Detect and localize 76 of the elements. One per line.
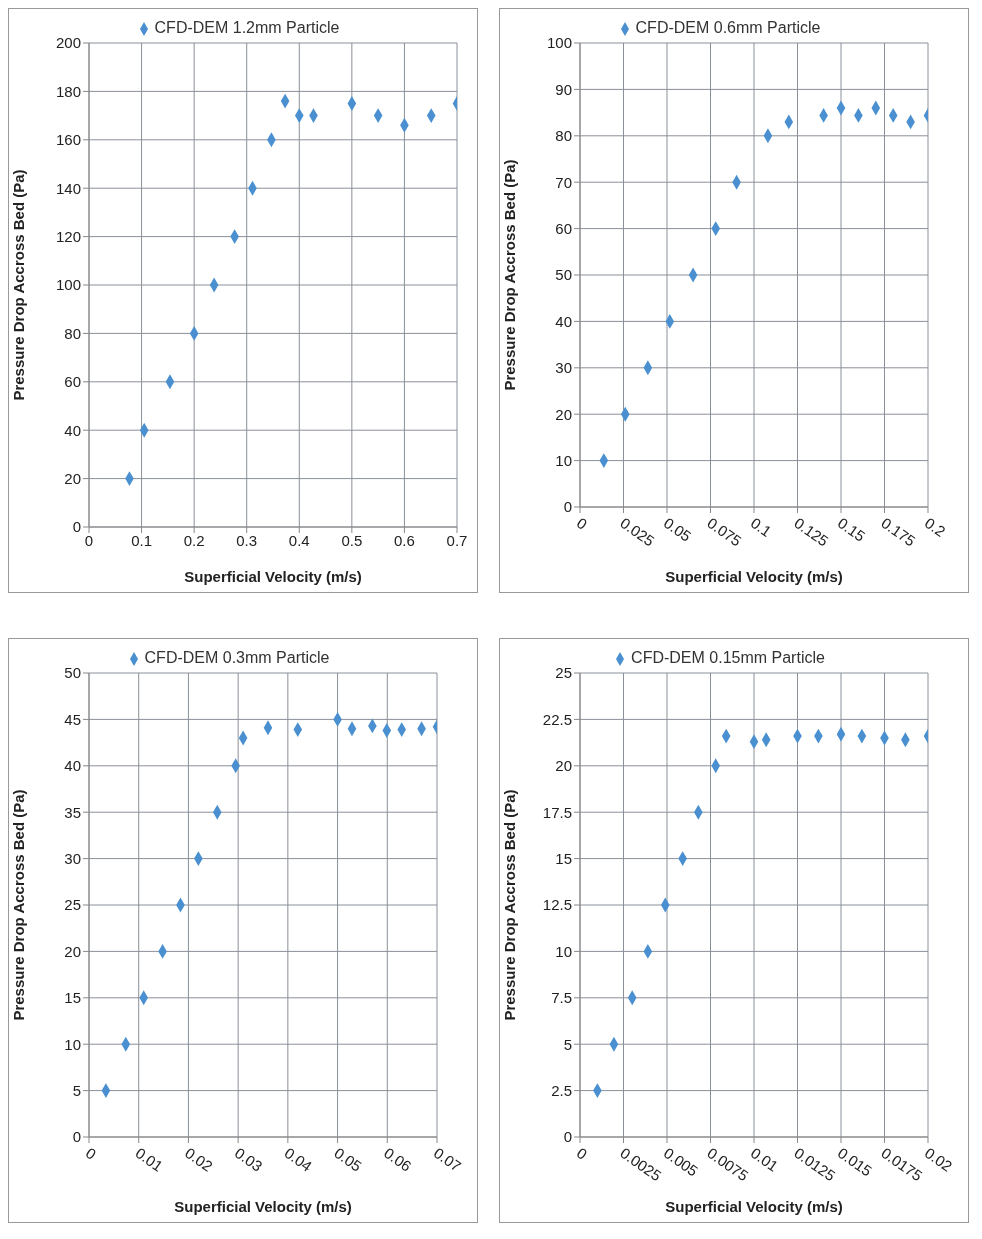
x-tick-label: 0.01 <box>132 1144 167 1175</box>
y-tick-label: 25 <box>555 664 572 682</box>
y-tick-label: 15 <box>555 849 572 867</box>
x-tick-label: 0.03 <box>231 1144 266 1175</box>
y-tick-label: 160 <box>55 131 81 149</box>
x-tick-label: 0.05 <box>331 1144 365 1175</box>
y-tick-label: 200 <box>55 34 81 52</box>
y-tick-label: 60 <box>64 373 81 391</box>
x-tick-label: 0.15 <box>834 514 869 545</box>
y-tick-label: 2.5 <box>551 1081 572 1099</box>
y-tick-label: 70 <box>555 173 572 191</box>
y-tick-label: 30 <box>555 359 572 377</box>
y-tick-label: 90 <box>555 80 572 98</box>
y-axis-title: Pressure Drop Accross Bed (Pa) <box>501 159 519 391</box>
y-tick-label: 12.5 <box>542 896 572 914</box>
y-axis-title: Pressure Drop Accross Bed (Pa) <box>10 789 28 1021</box>
x-tick-label: 0.3 <box>236 531 258 549</box>
y-tick-label: 20 <box>64 942 81 960</box>
x-tick-label: 0.6 <box>394 531 415 549</box>
y-tick-label: 17.5 <box>542 803 572 821</box>
x-tick-label: 0.2 <box>921 514 949 540</box>
legend-label: CFD-DEM 0.3mm Particle <box>144 649 330 666</box>
y-tick-label: 45 <box>64 710 81 728</box>
y-tick-label: 25 <box>64 896 81 914</box>
x-tick-label: 0 <box>84 531 94 549</box>
x-tick-label: 0.01 <box>747 1144 782 1175</box>
y-tick-label: 80 <box>64 324 81 342</box>
x-tick-label: 0.06 <box>380 1144 415 1175</box>
y-tick-label: 22.5 <box>542 710 572 728</box>
x-axis-title: Superficial Velocity (m/s) <box>665 568 843 585</box>
y-tick-label: 60 <box>555 219 572 237</box>
x-tick-label: 0.05 <box>660 514 695 545</box>
x-tick-label: 0.1 <box>131 531 152 549</box>
y-tick-label: 0 <box>563 1128 572 1146</box>
x-axis-title: Superficial Velocity (m/s) <box>184 568 362 585</box>
x-tick-label: 0.1 <box>747 514 775 540</box>
legend-label: CFD-DEM 1.2mm Particle <box>154 19 340 36</box>
y-tick-label: 0 <box>72 1128 81 1146</box>
y-tick-label: 7.5 <box>551 989 572 1007</box>
x-tick-label: 0.07 <box>430 1144 465 1175</box>
y-tick-label: 40 <box>555 312 572 330</box>
x-tick-label: 0.7 <box>446 531 468 549</box>
x-tick-label: 0.5 <box>341 531 363 549</box>
x-tick-label: 0.4 <box>288 531 310 549</box>
x-tick-label: 0.02 <box>921 1144 956 1175</box>
y-tick-label: 120 <box>55 227 81 245</box>
y-tick-label: 15 <box>64 989 81 1007</box>
y-tick-label: 140 <box>55 179 81 197</box>
y-tick-label: 30 <box>64 849 81 867</box>
x-tick-label: 0.02 <box>182 1144 216 1175</box>
x-tick-label: 0.2 <box>183 531 205 549</box>
legend-label: CFD-DEM 0.6mm Particle <box>635 19 821 36</box>
y-tick-label: 10 <box>64 1035 81 1053</box>
y-tick-label: 40 <box>64 757 81 775</box>
y-tick-label: 5 <box>563 1035 572 1053</box>
y-tick-label: 40 <box>64 421 81 439</box>
y-tick-label: 180 <box>55 82 81 100</box>
y-tick-label: 20 <box>64 469 81 487</box>
y-tick-label: 50 <box>555 266 572 284</box>
y-tick-label: 80 <box>555 127 572 145</box>
x-tick-label: 0.04 <box>281 1144 316 1175</box>
y-tick-label: 20 <box>555 405 572 423</box>
y-axis-title: Pressure Drop Accross Bed (Pa) <box>501 789 519 1021</box>
y-tick-label: 0 <box>563 498 572 516</box>
y-tick-label: 10 <box>555 942 572 960</box>
y-tick-label: 50 <box>64 664 81 682</box>
y-tick-label: 20 <box>555 757 572 775</box>
y-tick-label: 100 <box>546 34 572 52</box>
y-axis-title: Pressure Drop Accross Bed (Pa) <box>10 169 28 401</box>
x-axis-title: Superficial Velocity (m/s) <box>665 1198 843 1215</box>
legend-label: CFD-DEM 0.15mm Particle <box>631 649 825 666</box>
y-tick-label: 35 <box>64 803 81 821</box>
y-tick-label: 5 <box>72 1081 81 1099</box>
y-tick-label: 100 <box>55 276 81 294</box>
y-tick-label: 10 <box>555 451 572 469</box>
x-axis-title: Superficial Velocity (m/s) <box>174 1198 352 1215</box>
